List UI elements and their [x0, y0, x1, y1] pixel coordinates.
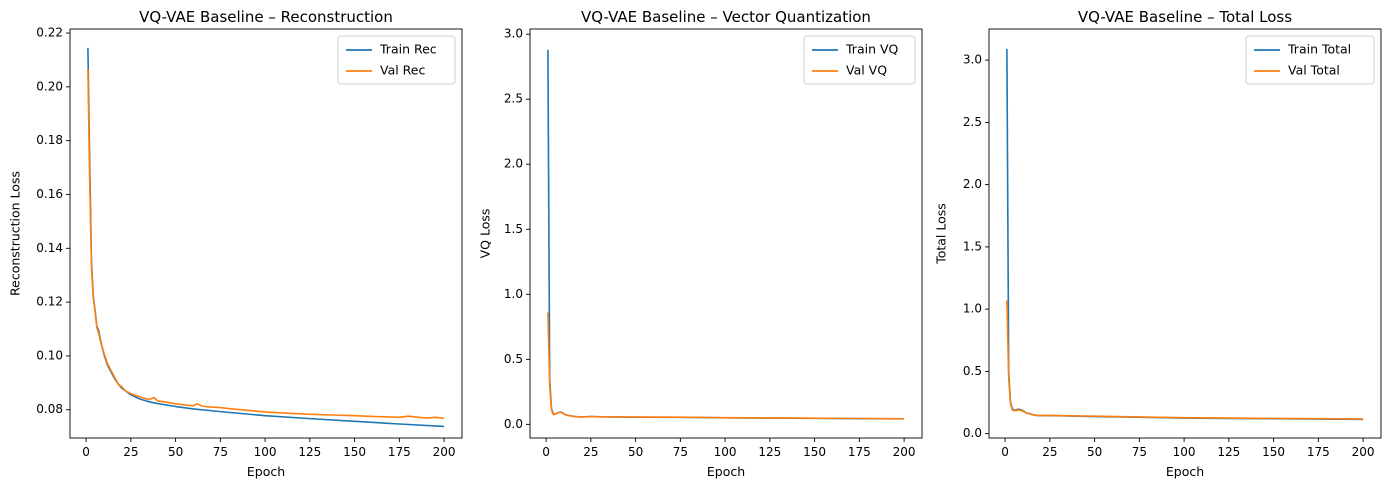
- x-tick-label: 200: [893, 445, 916, 459]
- x-tick-label: 125: [758, 445, 781, 459]
- x-tick-label: 100: [1173, 445, 1196, 459]
- x-tick-label: 200: [1352, 445, 1375, 459]
- y-tick-label: 0.20: [36, 79, 63, 93]
- y-tick-label: 1.5: [504, 222, 523, 236]
- total-loss-chart: VQ-VAE Baseline – Total Loss Epoch Total…: [934, 8, 1382, 479]
- x-tick-label: 50: [628, 445, 643, 459]
- y-tick-label: 2.0: [963, 177, 982, 191]
- y-tick-label: 1.5: [963, 239, 982, 253]
- y-tick-label: 1.0: [504, 287, 523, 301]
- x-tick-label: 75: [213, 445, 228, 459]
- y-tick-label: 0.10: [36, 348, 63, 362]
- y-tick-label: 0.08: [36, 402, 63, 416]
- axes-frame: [529, 28, 923, 439]
- x-tick-label: 175: [848, 445, 871, 459]
- y-tick-label: 2.5: [963, 115, 982, 129]
- legend-box: [803, 35, 916, 85]
- legend-box: [337, 35, 456, 85]
- chart-title: VQ-VAE Baseline – Total Loss: [1078, 8, 1292, 26]
- y-tick-label: 0.12: [36, 295, 63, 309]
- series-line-val: [87, 69, 445, 420]
- y-tick-label: 2.5: [504, 92, 523, 106]
- reconstruction-chart: VQ-VAE Baseline – Reconstruction Epoch R…: [8, 8, 463, 479]
- x-tick-label: 25: [1042, 445, 1057, 459]
- x-axis-label: Epoch: [1166, 464, 1204, 479]
- y-tick-label: 0.0: [963, 426, 982, 440]
- y-tick-label: 0.0: [504, 417, 523, 431]
- y-tick-label: 0.14: [36, 241, 63, 255]
- y-tick-label: 2.0: [504, 157, 523, 171]
- x-tick-label: 175: [1307, 445, 1330, 459]
- axes-frame: [988, 28, 1382, 439]
- x-tick-label: 50: [168, 445, 183, 459]
- legend-label-train: Train Rec: [379, 42, 437, 57]
- y-tick-label: 0.16: [36, 187, 63, 201]
- x-tick-label: 150: [1262, 445, 1285, 459]
- y-tick-label: 3.0: [504, 27, 523, 41]
- x-tick-label: 25: [583, 445, 598, 459]
- x-tick-label: 50: [1087, 445, 1102, 459]
- y-axis-label: VQ Loss: [478, 209, 493, 259]
- x-tick-label: 100: [714, 445, 737, 459]
- legend-label-val: Val Total: [1288, 63, 1340, 78]
- series-line-train: [87, 47, 445, 428]
- chart-title: VQ-VAE Baseline – Vector Quantization: [581, 8, 871, 26]
- legend-label-train: Train Total: [1287, 42, 1351, 57]
- chart-title: VQ-VAE Baseline – Reconstruction: [139, 8, 393, 26]
- x-axis-label: Epoch: [707, 464, 745, 479]
- x-tick-label: 75: [673, 445, 688, 459]
- y-tick-label: 0.5: [504, 352, 523, 366]
- x-axis-label: Epoch: [247, 464, 285, 479]
- y-tick-label: 0.5: [963, 364, 982, 378]
- legend-box: [1245, 35, 1375, 85]
- x-tick-label: 25: [123, 445, 138, 459]
- x-tick-label: 150: [343, 445, 366, 459]
- x-tick-label: 150: [803, 445, 826, 459]
- y-tick-label: 0.18: [36, 133, 63, 147]
- vector-quantization-chart: VQ-VAE Baseline – Vector Quantization Ep…: [478, 8, 923, 479]
- x-tick-label: 0: [542, 445, 550, 459]
- x-tick-label: 125: [298, 445, 321, 459]
- x-tick-label: 100: [254, 445, 277, 459]
- series-line-train: [547, 49, 905, 420]
- legend-label-val: Val Rec: [380, 63, 426, 78]
- y-tick-label: 0.22: [36, 26, 63, 40]
- y-tick-label: 1.0: [963, 302, 982, 316]
- y-tick-label: 3.0: [963, 53, 982, 67]
- x-tick-label: 200: [433, 445, 456, 459]
- axes-frame: [69, 28, 463, 439]
- series-line-val: [547, 312, 905, 420]
- legend-label-train: Train VQ: [845, 42, 899, 57]
- y-axis-label: Total Loss: [934, 203, 949, 265]
- x-tick-label: 175: [388, 445, 411, 459]
- x-tick-label: 0: [1001, 445, 1009, 459]
- x-tick-label: 0: [82, 445, 90, 459]
- series-line-val: [1006, 300, 1364, 420]
- x-tick-label: 75: [1132, 445, 1147, 459]
- series-line-train: [1006, 48, 1364, 421]
- legend-label-val: Val VQ: [846, 63, 887, 78]
- x-tick-label: 125: [1217, 445, 1240, 459]
- y-axis-label: Reconstruction Loss: [8, 171, 23, 296]
